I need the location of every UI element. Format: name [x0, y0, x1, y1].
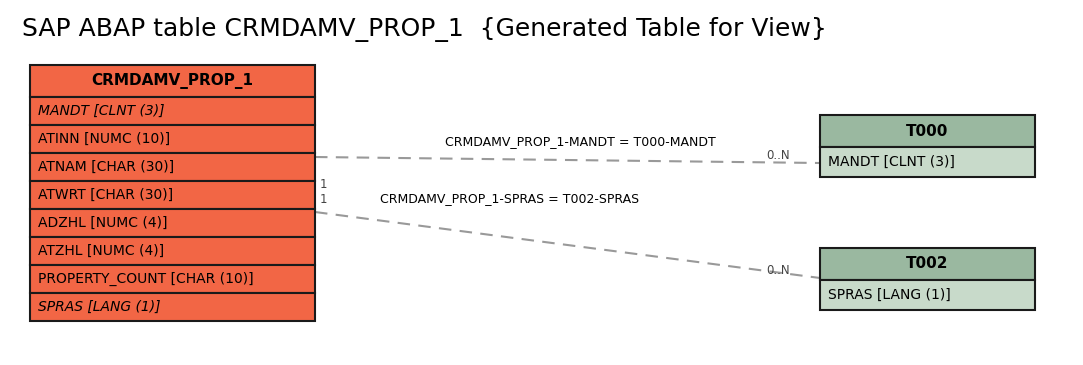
Text: ATINN [NUMC (10)]: ATINN [NUMC (10)]: [38, 132, 170, 146]
Text: 0..N: 0..N: [767, 264, 790, 277]
Text: T002: T002: [906, 257, 949, 272]
Bar: [30, 237, 315, 265]
Bar: [820, 115, 1035, 147]
Text: CRMDAMV_PROP_1-SPRAS = T002-SPRAS: CRMDAMV_PROP_1-SPRAS = T002-SPRAS: [380, 192, 640, 205]
Text: 1
1: 1 1: [319, 178, 327, 206]
Text: SAP ABAP table CRMDAMV_PROP_1  {Generated Table for View}: SAP ABAP table CRMDAMV_PROP_1 {Generated…: [22, 18, 827, 42]
Bar: [30, 125, 315, 153]
Bar: [30, 97, 315, 125]
Bar: [30, 153, 315, 181]
Bar: [30, 265, 315, 293]
Text: CRMDAMV_PROP_1: CRMDAMV_PROP_1: [91, 73, 253, 89]
Bar: [820, 248, 1035, 280]
Text: SPRAS [LANG (1)]: SPRAS [LANG (1)]: [828, 288, 951, 302]
Text: ADZHL [NUMC (4)]: ADZHL [NUMC (4)]: [38, 216, 168, 230]
Text: ATWRT [CHAR (30)]: ATWRT [CHAR (30)]: [38, 188, 173, 202]
Text: SPRAS [LANG (1)]: SPRAS [LANG (1)]: [38, 300, 160, 314]
Text: CRMDAMV_PROP_1-MANDT = T000-MANDT: CRMDAMV_PROP_1-MANDT = T000-MANDT: [445, 135, 716, 148]
Text: ATNAM [CHAR (30)]: ATNAM [CHAR (30)]: [38, 160, 174, 174]
Bar: [30, 181, 315, 209]
Bar: [820, 147, 1035, 177]
Text: MANDT [CLNT (3)]: MANDT [CLNT (3)]: [38, 104, 165, 118]
Bar: [30, 293, 315, 321]
Bar: [820, 280, 1035, 310]
Text: ATZHL [NUMC (4)]: ATZHL [NUMC (4)]: [38, 244, 165, 258]
Text: T000: T000: [906, 123, 949, 138]
Bar: [30, 209, 315, 237]
Bar: [30, 65, 315, 97]
Text: MANDT [CLNT (3)]: MANDT [CLNT (3)]: [828, 155, 955, 169]
Text: 0..N: 0..N: [767, 149, 790, 162]
Text: PROPERTY_COUNT [CHAR (10)]: PROPERTY_COUNT [CHAR (10)]: [38, 272, 253, 286]
